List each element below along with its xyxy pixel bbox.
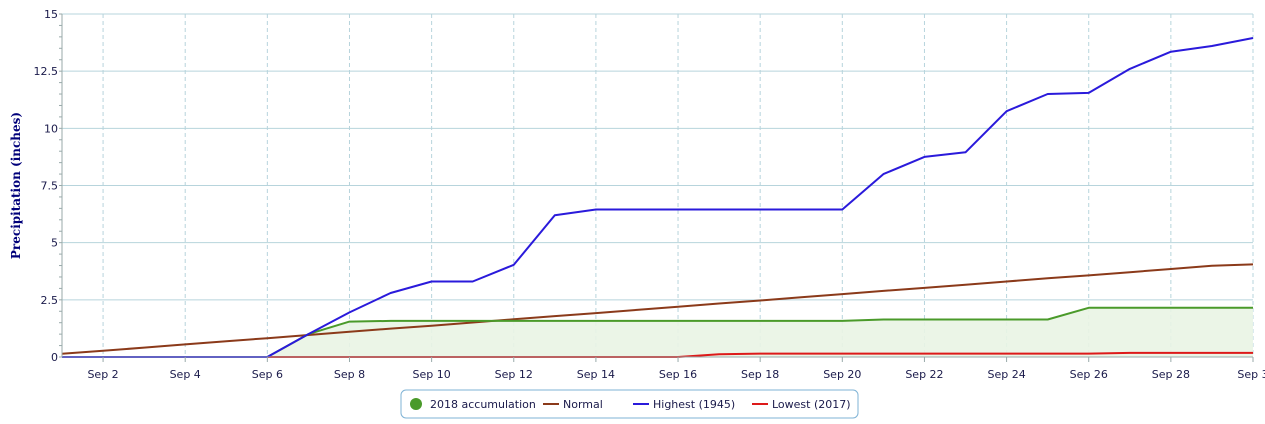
accumulation-area xyxy=(62,307,1253,357)
gridlines xyxy=(62,13,1254,358)
x-tick-label: Sep 10 xyxy=(413,368,451,381)
legend-label: Highest (1945) xyxy=(653,398,735,411)
x-tick-label: Sep 2 xyxy=(87,368,118,381)
y-tick-label: 7.5 xyxy=(41,180,59,193)
x-tick-label: Sep 3 xyxy=(1237,368,1265,381)
x-tick-label: Sep 14 xyxy=(577,368,615,381)
accumulation-area-fill xyxy=(62,307,1253,357)
series-lines xyxy=(61,37,1254,358)
legend-label: Normal xyxy=(563,398,603,411)
legend-label: 2018 accumulation xyxy=(430,398,536,411)
x-tick-label: Sep 24 xyxy=(987,368,1025,381)
legend-swatch xyxy=(410,398,422,410)
x-tick-label: Sep 16 xyxy=(659,368,697,381)
x-tick-label: Sep 6 xyxy=(252,368,283,381)
x-tick-label: Sep 18 xyxy=(741,368,779,381)
legend-item-0[interactable]: 2018 accumulation xyxy=(410,398,536,411)
x-tick-label: Sep 4 xyxy=(170,368,201,381)
y-tick-label: 12.5 xyxy=(34,65,59,78)
x-tick-label: Sep 12 xyxy=(495,368,533,381)
x-tick-label: Sep 22 xyxy=(905,368,943,381)
legend-item-3[interactable]: Lowest (2017) xyxy=(752,398,851,411)
legend[interactable]: 2018 accumulation Normal Highest (1945) Low… xyxy=(400,389,859,419)
legend-box xyxy=(400,389,859,419)
series-line-1 xyxy=(61,263,1254,355)
x-tick-label: Sep 28 xyxy=(1152,368,1190,381)
legend-label: Lowest (2017) xyxy=(772,398,851,411)
legend-item-1[interactable]: Normal xyxy=(543,398,603,411)
y-tick-label: 5 xyxy=(51,237,58,250)
legend-item-2[interactable]: Highest (1945) xyxy=(633,398,735,411)
y-tick-label: 10 xyxy=(44,122,58,135)
y-tick-label: 0 xyxy=(51,351,58,364)
y-axis-title: Precipitation (inches) xyxy=(9,112,23,259)
x-tick-label: Sep 20 xyxy=(823,368,861,381)
y-tick-label: 2.5 xyxy=(41,294,59,307)
x-tick-label: Sep 26 xyxy=(1070,368,1108,381)
y-tick-label: 15 xyxy=(44,8,58,21)
x-tick-label: Sep 8 xyxy=(334,368,365,381)
axes: 0 2.5 5 7.5 10 12.5 15 Sep 2 Sep 4 Sep 6 Sep 8 Sep … xyxy=(34,8,1265,381)
